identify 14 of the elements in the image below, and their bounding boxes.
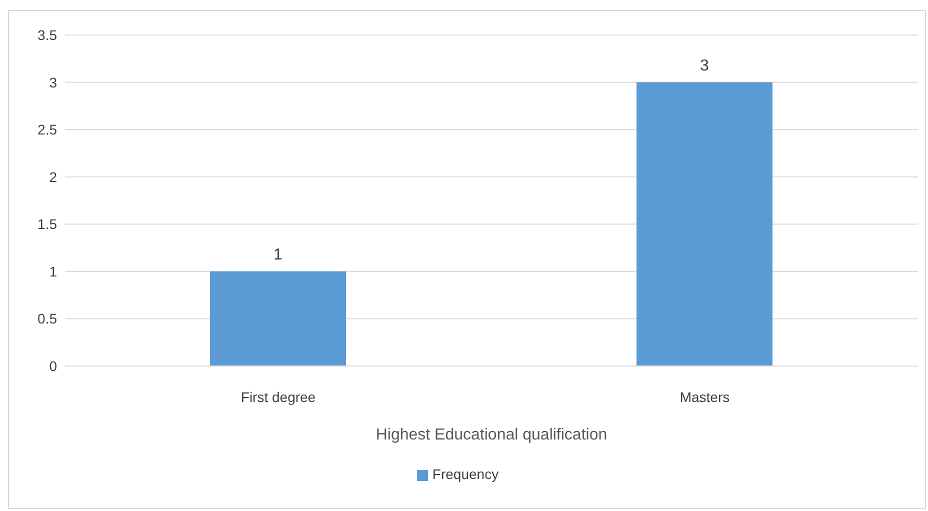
y-tick-label: 3	[49, 74, 58, 90]
data-label: 1	[274, 246, 283, 264]
y-tick-label: 2	[49, 168, 58, 185]
y-tick-label: 0	[49, 358, 58, 374]
y-tick-label: 2.5	[38, 122, 58, 138]
data-label: 3	[700, 57, 710, 74]
x-tick-label: First degree	[240, 388, 316, 405]
y-tick-label: 1.5	[38, 216, 58, 232]
y-tick-label: 1	[49, 263, 58, 280]
legend-label: Frequency	[432, 466, 499, 482]
x-axis-title: Highest Educational qualification	[376, 426, 608, 444]
x-tick-label: Masters	[680, 388, 730, 405]
y-tick-label: 0.5	[38, 310, 58, 327]
y-tick-label: 3.5	[38, 26, 58, 43]
